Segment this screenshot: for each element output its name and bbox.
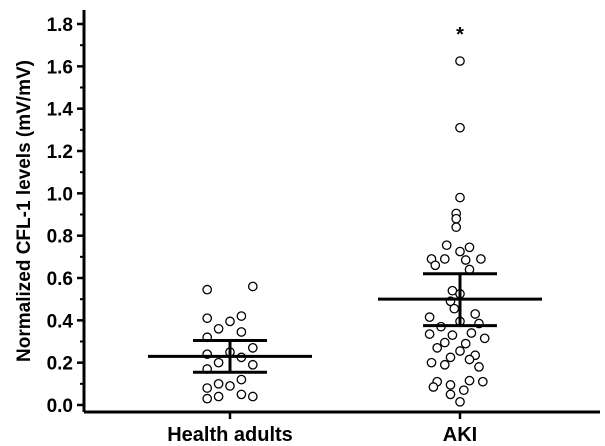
data-point [474,362,484,372]
data-point [455,122,465,133]
data-point [213,391,224,402]
data-point [247,391,258,402]
data-point [428,382,439,392]
data-point [202,284,213,295]
data-point [447,330,458,340]
significance-asterisk: * [456,24,464,46]
x-category-label: Health adults [167,424,293,446]
y-tick-label: 0.0 [47,396,73,417]
y-tick-label: 1.8 [47,15,73,36]
data-point [451,213,462,224]
y-tick-label: 1.4 [47,100,74,121]
data-point [247,342,258,353]
data-point [455,346,465,356]
y-tick-label: 0.8 [47,227,73,248]
data-point [458,385,469,396]
data-point [202,383,213,393]
data-point [466,328,477,338]
data-point [432,342,443,353]
data-point [247,359,258,370]
data-point [236,311,247,321]
data-point [449,303,460,314]
data-point [424,329,435,339]
data-point [426,357,437,368]
mean-error-bars [148,272,542,374]
data-point [202,313,213,324]
data-point [225,316,235,327]
data-point [213,323,224,334]
data-point [455,396,465,407]
y-axis-title: Normalized CFL-1 levels (mV/mV) [14,60,35,362]
data-point [479,333,490,344]
data-point [451,222,462,233]
data-point [460,255,471,265]
significance-annotations: * [456,24,464,46]
data-point [455,246,465,257]
y-tick-label: 0.6 [47,269,73,290]
data-point [247,281,258,292]
data-point [236,374,247,385]
data-points [202,56,490,407]
data-point [424,312,435,323]
data-point [464,354,475,365]
y-tick-label: 1.2 [47,142,73,163]
data-point [236,327,247,337]
data-point [430,260,441,271]
y-axis: 0.0 0.2 0.4 0.6 0.8 1.0 1.2 1.4 1.6 1.8 [47,10,86,417]
data-point [455,56,465,66]
data-point [464,242,475,253]
y-tick-label: 0.2 [47,354,73,375]
data-point [470,309,481,319]
data-point [445,380,456,390]
data-point [439,337,450,348]
y-tick-label: 1.6 [47,57,73,78]
data-point [213,357,224,368]
data-point [202,393,213,404]
y-tick-label: 0.4 [47,311,74,332]
data-point [476,254,486,264]
data-point [441,240,452,251]
data-point [445,352,456,363]
data-point [439,359,450,370]
data-point [455,192,465,203]
y-tick-label: 1.0 [47,184,73,205]
data-point [460,338,471,349]
x-axis: Health adults AKI [84,410,600,446]
data-point [225,381,235,391]
data-point [236,389,247,400]
x-category-label: AKI [443,424,477,446]
data-point [464,375,475,386]
data-point [477,376,488,387]
data-point [439,254,450,264]
data-point [213,378,224,389]
data-point [445,389,456,400]
